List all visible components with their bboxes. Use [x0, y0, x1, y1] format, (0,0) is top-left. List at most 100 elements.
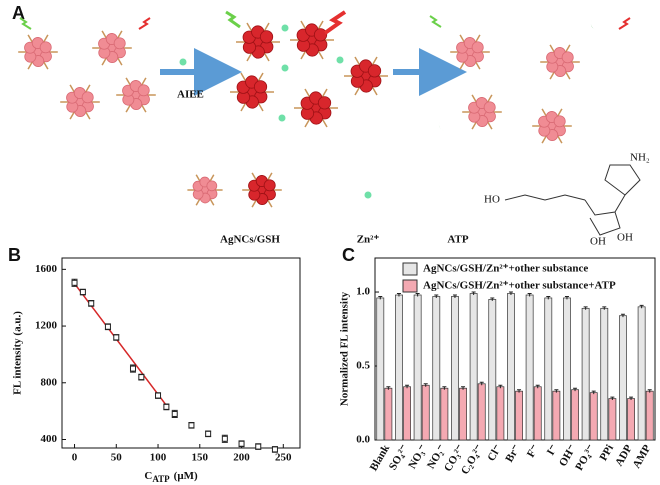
y-axis-label: Normalized FL intensity: [339, 291, 351, 406]
x-axis-label: CATP (μM): [144, 470, 198, 485]
point: [113, 334, 120, 341]
point: [129, 365, 136, 372]
error-bar: [620, 313, 625, 318]
excitation: [225, 10, 241, 29]
error-bar: [602, 306, 607, 310]
emission: [138, 17, 151, 30]
bar: [451, 296, 459, 441]
point: [163, 403, 170, 410]
bar: [376, 297, 385, 441]
bar: [395, 294, 403, 441]
error-bar: [423, 383, 428, 387]
nanocluster: [344, 56, 388, 96]
point: [104, 323, 111, 330]
bar: [440, 387, 449, 441]
point: [238, 440, 245, 447]
bar: [581, 307, 590, 441]
error-bar: [434, 294, 439, 298]
y-tick-label: 1.0: [356, 286, 370, 298]
zinc-ion: [364, 191, 372, 199]
error-bar: [546, 295, 551, 300]
atp-molecule: [590, 20, 602, 30]
bar: [552, 390, 561, 441]
error-bar: [573, 387, 578, 392]
atom: [553, 115, 566, 128]
zinc-ion: [281, 64, 289, 72]
bar: [413, 294, 422, 441]
nanocluster: [242, 172, 282, 208]
bar: [459, 387, 467, 441]
excitation: [429, 15, 442, 28]
x-axis-label-part: ATP: [152, 474, 170, 484]
error-bar: [452, 294, 457, 298]
error-bar: [471, 291, 476, 295]
atom: [317, 96, 332, 110]
nanocluster: [230, 72, 274, 112]
point: [205, 430, 212, 437]
zinc-ion: [281, 24, 289, 32]
nanocluster: [462, 94, 502, 130]
error-bar: [639, 304, 644, 309]
nanocluster: [540, 44, 580, 80]
y-axis-label: FL intensity (a.u.): [12, 311, 24, 395]
y-tick-label: 0.0: [356, 434, 370, 446]
error-bar: [647, 389, 652, 393]
error-bar: [583, 306, 588, 310]
atom: [137, 84, 150, 97]
panel-label: B: [8, 245, 21, 265]
point: [171, 410, 178, 417]
error-bar: [498, 384, 503, 389]
legend-text: ATP: [447, 234, 468, 246]
bar: [627, 398, 635, 441]
nanocluster: [60, 84, 100, 120]
x-tick-label: Cl⁻: [485, 443, 504, 464]
atom: [253, 80, 268, 94]
nanocluster: [116, 77, 156, 113]
plot-frame: [61, 257, 301, 449]
point: [271, 446, 278, 453]
x-tick-label: AMP: [631, 443, 654, 471]
point: [221, 435, 228, 442]
bar: [515, 390, 523, 441]
nanocluster: [18, 34, 58, 70]
legend-text: AgNCs/GSH/Zn²⁺+other substance+ATP: [423, 280, 616, 292]
bar: [469, 293, 478, 441]
nanocluster: [92, 30, 132, 66]
atom: [206, 180, 218, 192]
atom: [81, 91, 94, 104]
x-tick-label: 0: [72, 452, 78, 464]
structure-label: HO: [484, 194, 500, 206]
error-bar: [378, 295, 383, 300]
atom: [259, 30, 274, 44]
arrow-label: AIEE: [177, 89, 204, 101]
zinc-ion: [179, 58, 187, 66]
bar: [421, 384, 430, 441]
point: [88, 300, 95, 307]
nanocluster: [294, 88, 338, 128]
atom: [313, 28, 328, 42]
point: [155, 392, 162, 399]
error-bar: [527, 293, 532, 297]
structure-label: OH: [617, 232, 633, 244]
error-bar: [490, 297, 495, 301]
y-tick-label: 0.5: [356, 360, 370, 372]
bar: [645, 390, 654, 441]
error-bar: [442, 386, 447, 390]
atom: [561, 51, 574, 64]
nanocluster: [236, 22, 280, 62]
atp-structure: [504, 164, 641, 236]
bar: [619, 315, 627, 441]
bar: [563, 297, 571, 441]
legend-text: Zn²⁺: [357, 234, 380, 246]
x-tick-label: 250: [275, 452, 292, 464]
bar: [403, 386, 411, 441]
bar: [637, 306, 646, 441]
panel-label: C: [342, 245, 355, 265]
point: [188, 422, 195, 429]
error-bar: [564, 295, 569, 300]
structure-label: OH: [590, 236, 606, 248]
bar: [608, 398, 617, 441]
bar: [496, 386, 505, 441]
atp-molecule: [453, 191, 465, 201]
